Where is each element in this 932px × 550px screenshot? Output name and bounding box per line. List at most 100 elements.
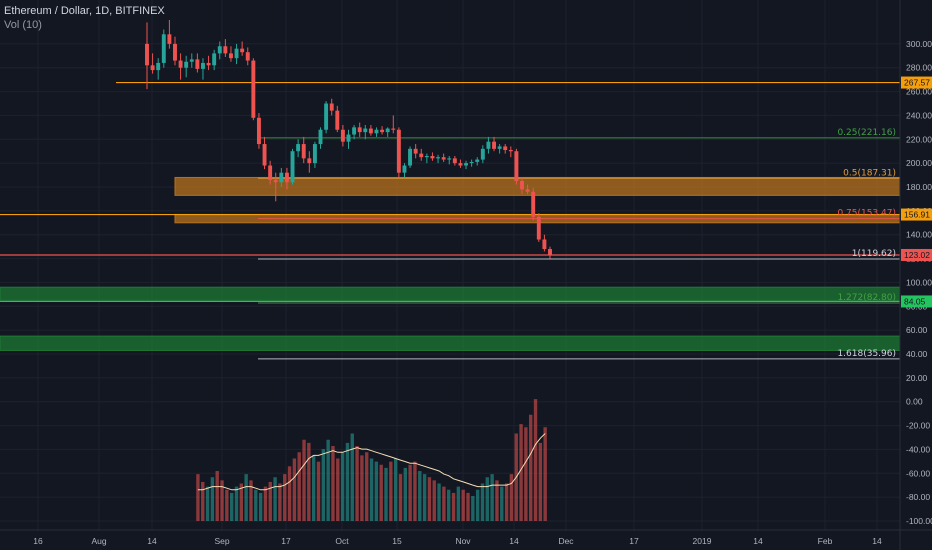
volume-bar bbox=[480, 483, 485, 521]
price-badge bbox=[901, 76, 932, 89]
y-tick-label: -60.00 bbox=[906, 468, 930, 478]
price-badge-label: 84.05 bbox=[904, 296, 926, 306]
candle-body bbox=[318, 129, 323, 145]
candle-body bbox=[212, 53, 217, 66]
candle-body bbox=[178, 60, 183, 68]
volume-bar bbox=[495, 480, 499, 521]
volume-bar bbox=[471, 496, 475, 521]
volume-bar bbox=[360, 455, 364, 521]
x-tick-label: 17 bbox=[629, 536, 639, 546]
chart-legend: Ethereum / Dollar, 1D, BITFINEX Vol (10) bbox=[4, 4, 165, 32]
candle-body bbox=[346, 134, 351, 142]
candle-body bbox=[268, 165, 273, 180]
candle-body bbox=[520, 181, 524, 190]
candle-body bbox=[368, 128, 373, 134]
price-badge-label: 156.91 bbox=[904, 210, 930, 220]
volume-bars bbox=[196, 399, 547, 521]
volume-bar bbox=[316, 461, 321, 521]
volume-bar bbox=[466, 492, 470, 521]
time-axis[interactable]: 16 Aug 14 Sep 17 Oct 15 Nov 14 Dec 17 2019 14 Feb 14 bbox=[0, 529, 932, 546]
candle-body bbox=[240, 48, 245, 53]
volume-bar bbox=[254, 489, 258, 521]
volume-bar bbox=[427, 477, 432, 521]
candle-body bbox=[352, 127, 357, 135]
symbol-title[interactable]: Ethereum / Dollar, 1D, BITFINEX bbox=[4, 5, 165, 17]
candle-body bbox=[475, 159, 480, 162]
volume-bar bbox=[422, 474, 427, 521]
volume-bar bbox=[451, 492, 456, 521]
volume-bar bbox=[244, 474, 248, 521]
candle-body bbox=[447, 158, 452, 160]
volume-bar bbox=[321, 449, 326, 521]
volume-bar bbox=[379, 464, 383, 521]
y-tick-label: 40.00 bbox=[906, 349, 928, 359]
x-tick-label: 2019 bbox=[693, 536, 712, 546]
volume-bar bbox=[490, 474, 494, 521]
volume-bar bbox=[442, 486, 446, 521]
y-tick-label: 20.00 bbox=[906, 373, 928, 383]
volume-bar bbox=[239, 483, 244, 521]
price-badge-label: 267.57 bbox=[904, 78, 930, 88]
x-tick-label: 14 bbox=[509, 536, 519, 546]
volume-bar bbox=[374, 461, 379, 521]
candle-body bbox=[357, 127, 362, 133]
volume-bar bbox=[336, 458, 340, 521]
candle-body bbox=[542, 239, 547, 250]
price-zone bbox=[174, 176, 901, 196]
volume-bar bbox=[201, 481, 205, 521]
volume-bar bbox=[398, 474, 403, 521]
volume-bar bbox=[297, 452, 301, 521]
candle-body bbox=[508, 150, 513, 152]
volume-bar bbox=[413, 461, 417, 521]
price-axis[interactable]: 300.00 280.00 260.00 240.00 220.00 200.00 180.… bbox=[899, 0, 932, 550]
volume-indicator-label[interactable]: Vol (10) bbox=[4, 19, 42, 31]
candle-body bbox=[413, 148, 418, 154]
volume-ma-line bbox=[197, 433, 546, 491]
candle-body bbox=[307, 158, 312, 164]
candle-body bbox=[436, 157, 441, 159]
volume-bar bbox=[418, 471, 422, 521]
volume-bar bbox=[307, 442, 311, 521]
grid-lines bbox=[0, 0, 900, 530]
volume-moving-average bbox=[197, 433, 546, 491]
volume-bar bbox=[384, 467, 388, 521]
candle-body bbox=[290, 151, 295, 183]
volume-bar bbox=[447, 489, 451, 521]
candle-body bbox=[234, 48, 239, 59]
volume-bar bbox=[475, 489, 480, 521]
candle-body bbox=[531, 191, 536, 217]
candle-body bbox=[329, 103, 334, 111]
volume-bar bbox=[345, 442, 350, 521]
candle-body bbox=[396, 129, 401, 173]
volume-bar bbox=[461, 489, 465, 521]
volume-bar bbox=[519, 424, 523, 521]
volume-bar bbox=[326, 439, 330, 521]
candle-body bbox=[251, 60, 256, 118]
candle-body bbox=[273, 179, 278, 183]
candle-body bbox=[464, 163, 469, 166]
candle-body bbox=[486, 141, 491, 149]
candle-body bbox=[497, 146, 502, 149]
candle-body bbox=[424, 155, 429, 158]
candlesticks bbox=[145, 20, 552, 259]
candle-body bbox=[256, 117, 261, 145]
fib-label: 1(119.62) bbox=[852, 249, 896, 259]
volume-bar bbox=[283, 474, 287, 521]
price-badge bbox=[901, 295, 932, 308]
y-tick-label: 260.00 bbox=[906, 87, 932, 97]
fib-label: 0.75(153.47) bbox=[837, 209, 896, 219]
candle-body bbox=[195, 59, 200, 69]
x-tick-label: Oct bbox=[335, 536, 349, 546]
candle-body bbox=[391, 128, 396, 130]
x-tick-label: 15 bbox=[392, 536, 402, 546]
candle-body bbox=[156, 62, 161, 71]
volume-bar bbox=[273, 477, 277, 521]
candle-body bbox=[374, 129, 379, 134]
volume-bar bbox=[234, 486, 239, 521]
candle-body bbox=[548, 249, 552, 255]
candle-body bbox=[441, 157, 446, 160]
volume-bar bbox=[437, 483, 441, 521]
volume-bar bbox=[533, 399, 538, 521]
volume-bar bbox=[292, 458, 297, 521]
